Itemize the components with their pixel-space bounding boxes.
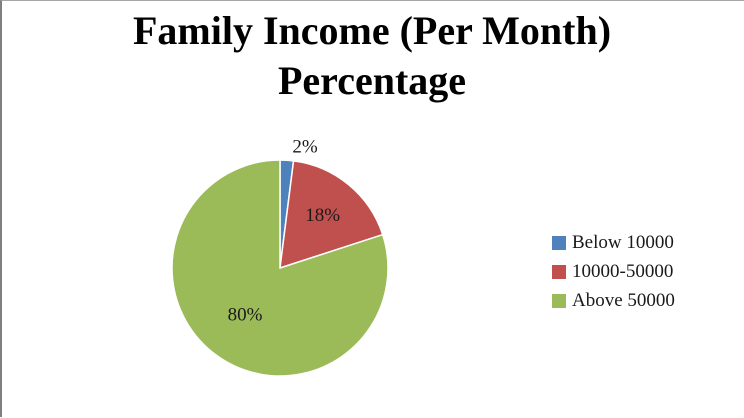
legend-label-below-10000: Below 10000 bbox=[572, 232, 674, 254]
legend-label-above-50000: Above 50000 bbox=[572, 290, 675, 312]
data-label-above-50000: 80% bbox=[228, 304, 263, 325]
legend-swatch-below-10000 bbox=[552, 236, 566, 250]
legend-item-10000-50000: 10000-50000 bbox=[552, 257, 675, 286]
data-label-10000-50000: 18% bbox=[305, 205, 340, 226]
legend-item-above-50000: Above 50000 bbox=[552, 286, 675, 315]
legend-swatch-10000-50000 bbox=[552, 265, 566, 279]
legend-item-below-10000: Below 10000 bbox=[552, 228, 675, 257]
legend: Below 10000 10000-50000 Above 50000 bbox=[552, 228, 675, 315]
legend-swatch-above-50000 bbox=[552, 294, 566, 308]
legend-label-10000-50000: 10000-50000 bbox=[572, 261, 673, 283]
data-label-below-10000: 2% bbox=[292, 136, 318, 157]
